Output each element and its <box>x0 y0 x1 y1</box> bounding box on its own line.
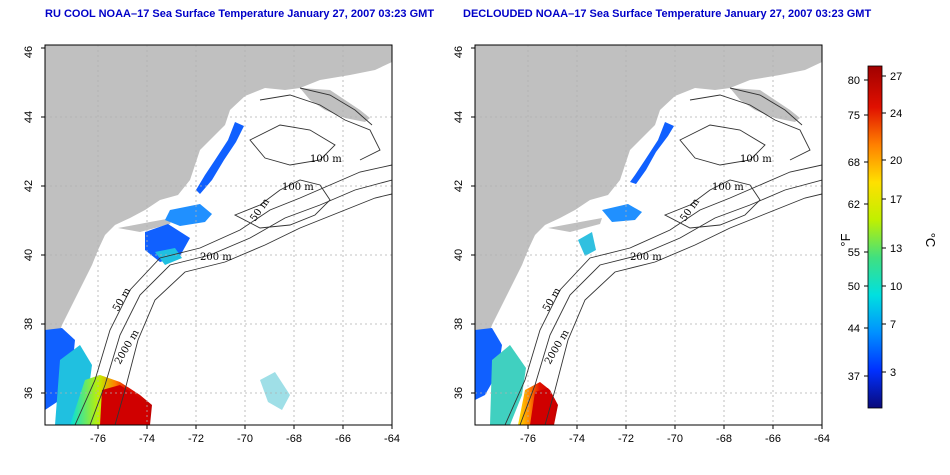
y-tick-label: 42 <box>453 180 465 192</box>
sst-southern-new-england <box>165 204 212 226</box>
colorbar-f-tick: 50 <box>848 281 860 293</box>
map-gridlines <box>45 45 392 425</box>
y-axis <box>471 47 475 394</box>
colorbar-c-tick: 7 <box>890 319 896 331</box>
sst-nj-cyan <box>155 248 182 265</box>
right-map-panel: 100 m 100 m 50 m 200 m 50 m 2000 m -76 -… <box>453 44 830 445</box>
x-tick-label: -72 <box>188 433 204 445</box>
left-map-panel: 100 m 100 m 50 m 200 m 50 m 2000 m -76 -… <box>23 44 400 445</box>
sst-southern-new-england <box>602 204 642 222</box>
x-axis <box>527 425 823 429</box>
colorbar-unit-f: °F <box>840 233 853 246</box>
x-tick-label: -64 <box>384 433 400 445</box>
x-tick-label: -68 <box>716 433 732 445</box>
colorbar-c-tick: 3 <box>890 367 896 379</box>
map-frame <box>44 44 393 426</box>
y-tick-label: 46 <box>453 46 465 58</box>
contour-label: 200 m <box>200 252 232 263</box>
x-tick-label: -68 <box>286 433 302 445</box>
x-tick-label: -76 <box>90 433 106 445</box>
x-tick-label: -66 <box>335 433 351 445</box>
bathymetry-contours <box>504 87 822 425</box>
y-tick-label: 38 <box>453 318 465 330</box>
y-tick-label: 46 <box>23 46 35 58</box>
x-tick-label: -64 <box>814 433 830 445</box>
y-tick-label: 36 <box>23 387 35 399</box>
x-tick-label: -70 <box>237 433 253 445</box>
x-tick-label: -70 <box>667 433 683 445</box>
x-tick-label: -74 <box>139 433 155 445</box>
x-tick-label: -72 <box>618 433 634 445</box>
y-tick-label: 40 <box>453 249 465 261</box>
colorbar-f-ticks <box>864 79 868 377</box>
sst-offshore-speckle <box>260 372 290 410</box>
sst-chesapeake <box>475 328 502 400</box>
contour-label: 100 m <box>310 154 342 165</box>
land-mass <box>45 45 392 365</box>
y-axis <box>41 47 45 394</box>
colorbar-c-tick: 17 <box>890 194 902 206</box>
colorbar-f-tick: 55 <box>848 247 860 259</box>
sst-gulf-of-maine <box>630 122 674 184</box>
contour-label: 100 m <box>740 154 772 165</box>
colorbar-f-tick: 80 <box>848 75 860 87</box>
sst-gulf-stream-core <box>530 388 556 425</box>
contour-label: 100 m <box>712 182 744 193</box>
y-tick-label: 42 <box>23 180 35 192</box>
y-tick-label: 36 <box>453 387 465 399</box>
right-map-title: DECLOUDED NOAA–17 Sea Surface Temperatur… <box>463 8 872 20</box>
colorbar-f-tick: 44 <box>848 323 860 335</box>
x-tick-label: -74 <box>569 433 585 445</box>
contour-label: 200 m <box>630 252 662 263</box>
colorbar-unit-c: °C <box>923 233 938 248</box>
contour-label: 100 m <box>282 182 314 193</box>
sst-new-jersey <box>578 232 596 256</box>
land-mass <box>475 45 822 365</box>
nova-scotia <box>300 88 370 122</box>
temperature-colorbar: 80 75 68 62 55 50 44 37 °F 27 24 20 17 1… <box>840 65 938 409</box>
colorbar-c-tick: 13 <box>890 243 902 255</box>
colorbar-c-tick: 20 <box>890 155 902 167</box>
bathymetry-contours <box>74 87 392 425</box>
y-tick-label: 44 <box>23 111 35 123</box>
x-tick-label: -66 <box>765 433 781 445</box>
colorbar-gradient <box>867 65 883 409</box>
long-island <box>118 218 172 232</box>
nova-scotia <box>730 88 800 122</box>
sst-coastal-cyan <box>490 345 526 425</box>
colorbar-f-tick: 62 <box>848 199 860 211</box>
colorbar-f-tick: 68 <box>848 157 860 169</box>
colorbar-c-tick: 10 <box>890 281 902 293</box>
left-map-title: RU COOL NOAA–17 Sea Surface Temperature … <box>45 8 435 20</box>
x-axis <box>97 425 393 429</box>
long-island <box>548 218 602 232</box>
sst-gulf-stream-core <box>100 385 150 425</box>
colorbar-f-tick: 37 <box>848 371 860 383</box>
map-gridlines <box>475 45 822 425</box>
colorbar-c-tick: 27 <box>890 71 902 83</box>
colorbar-c-ticks <box>882 75 886 373</box>
y-tick-label: 40 <box>23 249 35 261</box>
colorbar-c-tick: 24 <box>890 108 902 120</box>
y-tick-label: 38 <box>23 318 35 330</box>
x-tick-label: -76 <box>520 433 536 445</box>
map-frame <box>474 44 823 426</box>
y-tick-label: 44 <box>453 111 465 123</box>
colorbar-f-tick: 75 <box>848 110 860 122</box>
sst-gulf-of-maine <box>196 122 244 194</box>
